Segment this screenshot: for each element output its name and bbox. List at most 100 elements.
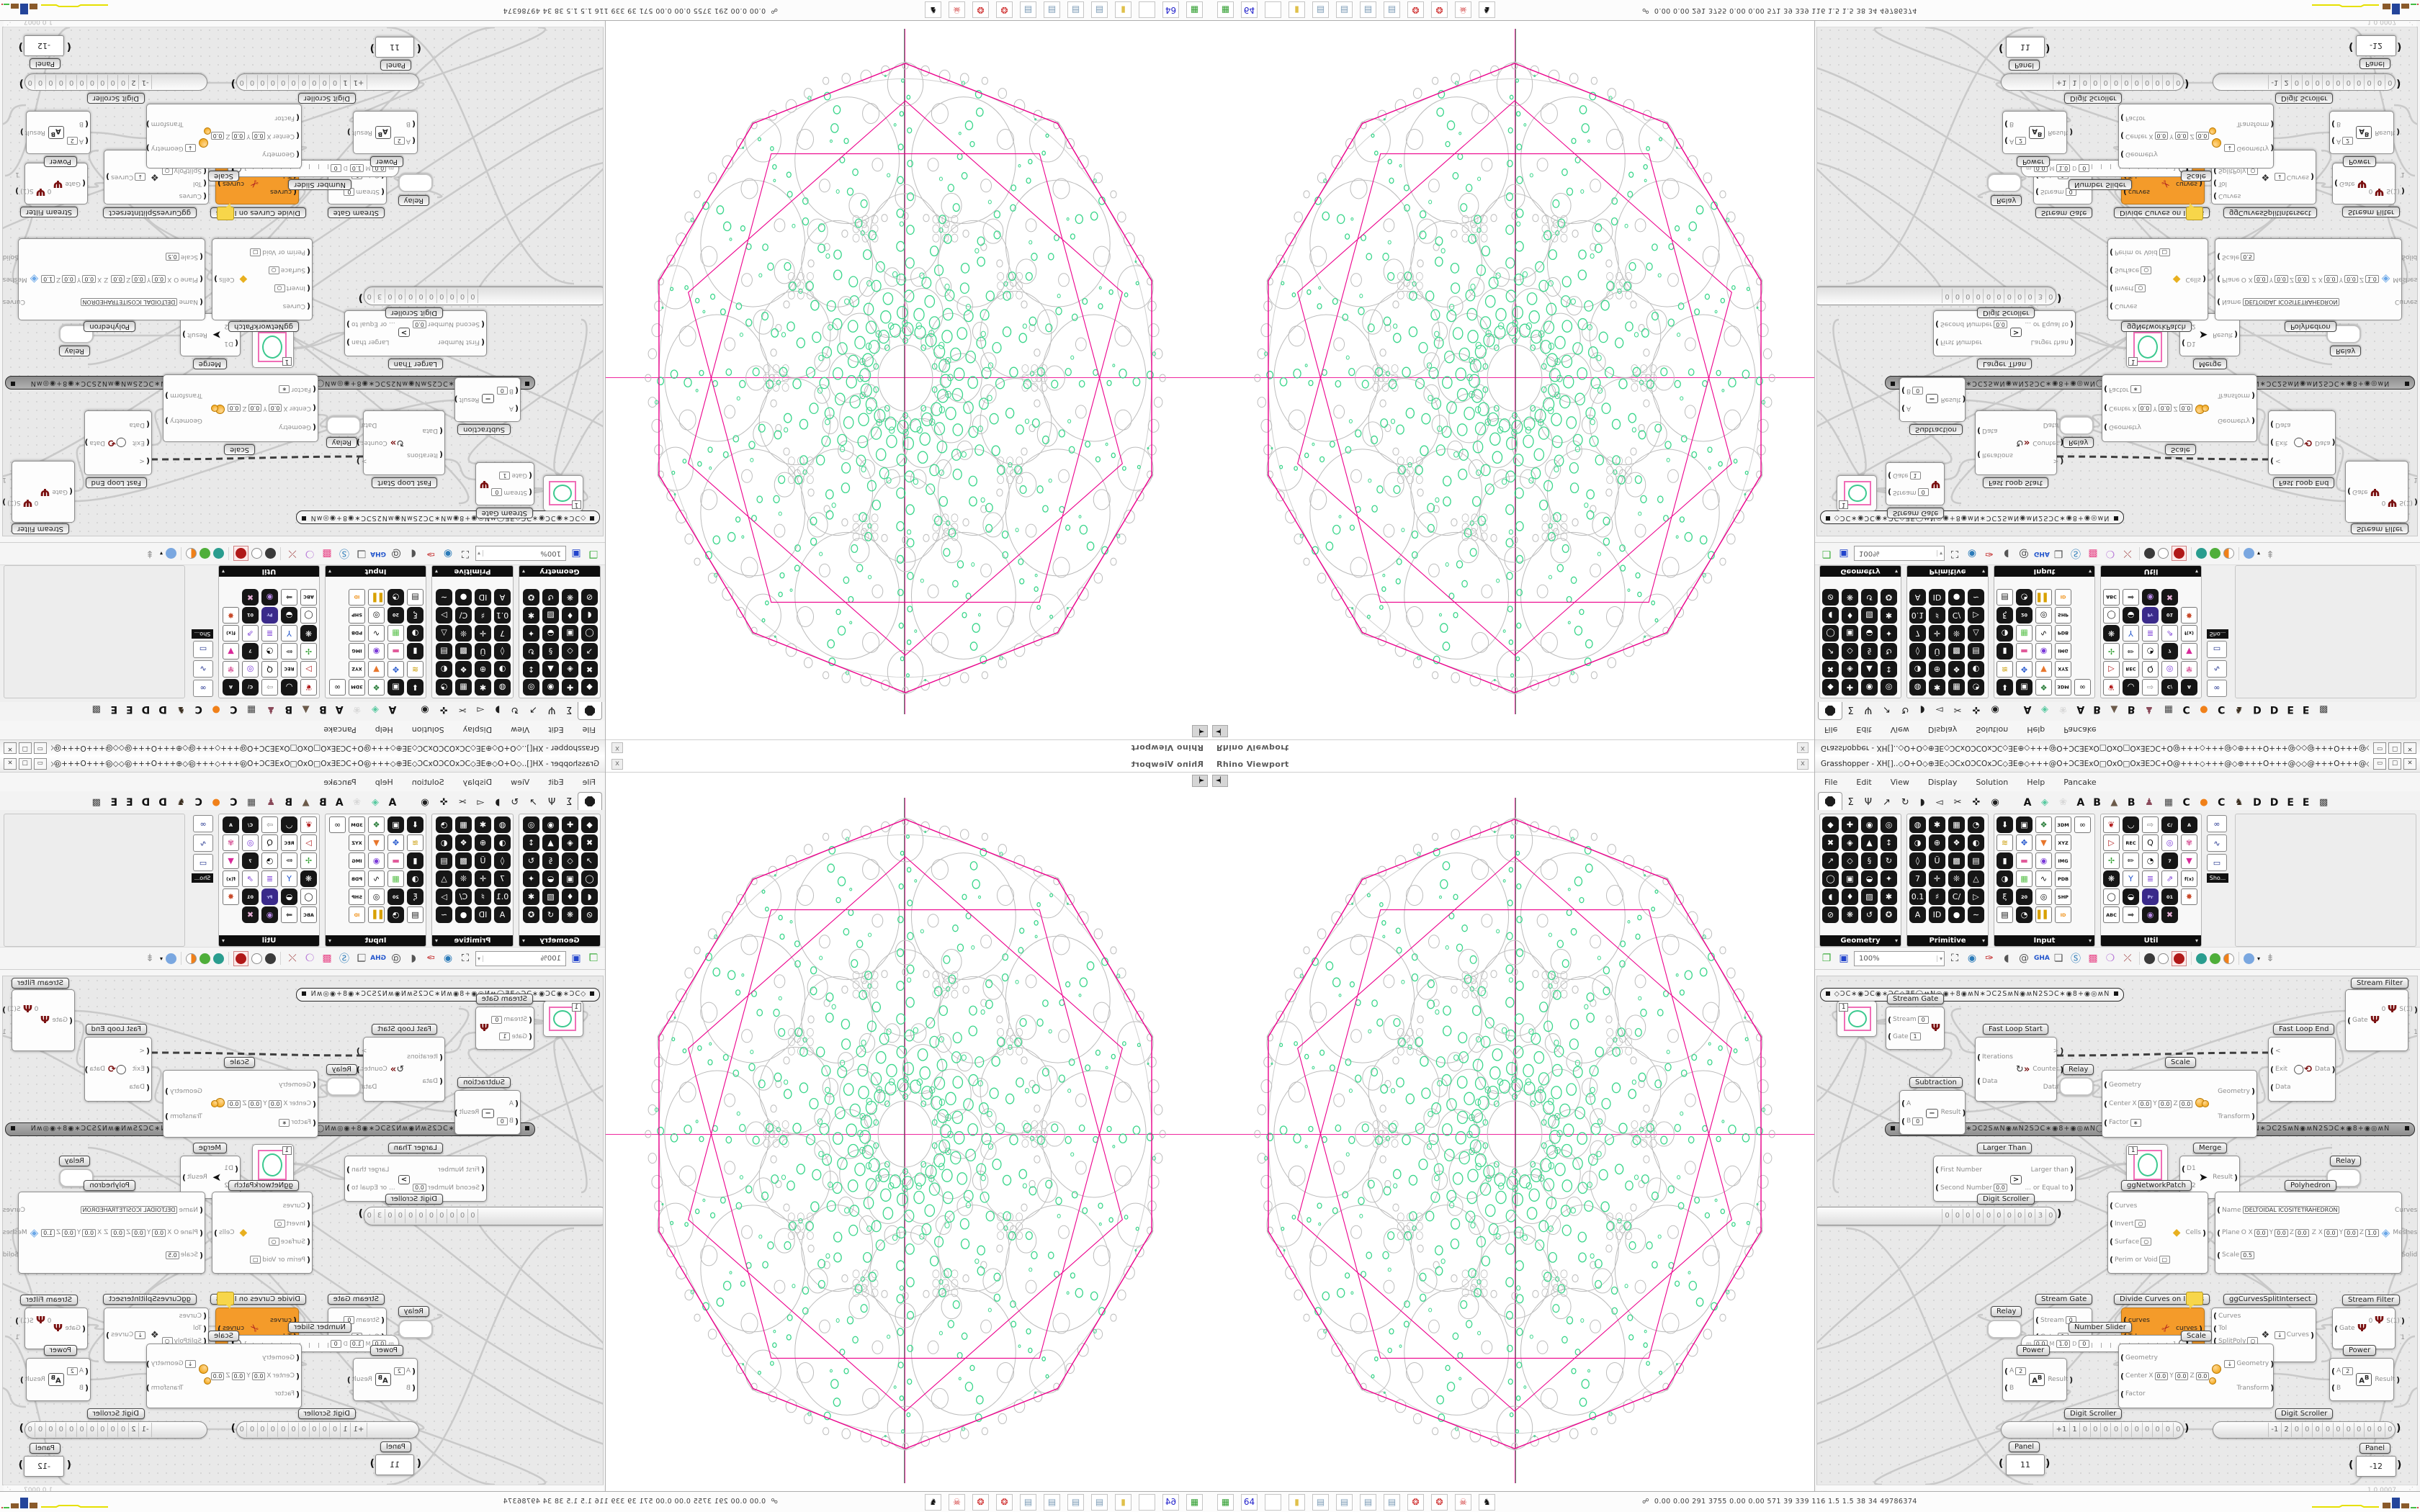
input-port[interactable]: (Name DELTOIDAL ICOSITETRAHEDRON <box>41 297 203 307</box>
display-mode-button-20[interactable] <box>2210 953 2220 964</box>
component-icon[interactable]: ✾ <box>2181 661 2197 678</box>
input-port[interactable]: ( <box>66 1459 71 1471</box>
digit-cell[interactable]: 0 <box>257 1423 269 1437</box>
value-chip[interactable]: 0.5 <box>2241 253 2254 261</box>
gh-node-power-1[interactable]: (A 2(B AB Result) <box>2002 1358 2073 1401</box>
component-icon[interactable]: ♯ <box>1929 888 1945 905</box>
input-port[interactable]: (Gate <box>65 1323 86 1333</box>
component-icon[interactable]: ◉ <box>2035 852 2052 869</box>
taskbar-app-icon-2[interactable] <box>1265 1494 1281 1511</box>
component-icon[interactable]: ID <box>475 589 491 606</box>
input-port[interactable]: (A 2 <box>393 136 416 145</box>
component-icon[interactable]: A <box>223 679 239 696</box>
gh-node-label-stream-filter-1[interactable]: Stream Filter <box>2351 523 2409 534</box>
panel-dropdown-icon[interactable]: ▾ <box>328 568 332 575</box>
component-icon[interactable]: ↕ <box>1881 661 1897 678</box>
tab-icon-8[interactable]: ◉ <box>421 704 429 715</box>
plugin-tab-2[interactable]: ❀ <box>2058 797 2067 808</box>
taskbar-app-icon-10[interactable]: ☠ <box>949 1 965 18</box>
taskbar-app-icon-8[interactable]: ❂ <box>996 1494 1013 1511</box>
digit-cell[interactable]: 0 <box>364 1209 375 1223</box>
component-icon[interactable]: REC <box>281 834 297 851</box>
gh-node-subtraction[interactable]: (A(B 0− Result) <box>454 1090 521 1135</box>
component-icon[interactable]: ◖ <box>581 607 598 624</box>
toolbar-button-13[interactable]: ⤫ <box>2123 548 2132 559</box>
display-mode-button-19[interactable] <box>213 953 224 964</box>
component-icon[interactable]: ✪ <box>523 589 539 606</box>
input-port[interactable]: (Second Number 0.0 <box>1935 320 2007 329</box>
digit-cell[interactable]: 0 <box>278 1423 289 1437</box>
gh-node-label-fast-loop-start[interactable]: Fast Loop Start <box>1983 1024 2048 1035</box>
value-chip[interactable]: 0.0 <box>231 1372 246 1380</box>
component-icon[interactable]: ⊘ <box>581 906 598 923</box>
digit-cell[interactable]: 0 <box>405 1209 416 1223</box>
digit-cell[interactable]: 0 <box>299 1423 310 1437</box>
output-port[interactable]: ) <box>2184 1423 2190 1434</box>
value-chip[interactable]: 0.0 <box>2179 404 2193 413</box>
component-icon[interactable]: ▷ <box>436 888 452 905</box>
resize-grip[interactable]: ⋰ <box>2406 1486 2414 1494</box>
plugin-tab-1[interactable]: ◈ <box>2040 797 2048 808</box>
component-icon[interactable]: 0.1 <box>494 607 511 624</box>
component-icon[interactable]: ▤ <box>1968 852 1984 869</box>
gh-node-label-digit-scroller-1[interactable]: Digit Scroller <box>385 307 443 318</box>
component-icon[interactable]: ◔ <box>436 816 452 833</box>
plugin-tab-1[interactable]: ◈ <box>372 704 380 715</box>
display-mode-button-17[interactable] <box>2174 548 2184 559</box>
value-chip[interactable]: 0.0 <box>132 275 145 284</box>
component-icon[interactable]: ↺ <box>542 589 559 606</box>
more-icon-2[interactable]: ▭ <box>193 641 213 658</box>
selected-display-mode[interactable] <box>2172 546 2187 562</box>
digit-cell[interactable]: 1 <box>340 1423 351 1437</box>
component-icon[interactable]: IMG <box>2055 852 2071 869</box>
component-icon[interactable]: Ü <box>475 643 491 660</box>
component-icon[interactable]: ⊕ <box>1929 661 1945 678</box>
toolbar-button-3[interactable]: ⛶ <box>1951 548 1958 559</box>
component-icon[interactable]: ▼ <box>223 643 239 660</box>
port-value[interactable]: ∗ <box>2130 385 2141 394</box>
plugin-tab-4[interactable]: B <box>319 797 327 809</box>
rhino-viewport[interactable]: Rhino Viewport x ◄▏ <box>606 21 1210 756</box>
port-value[interactable]: ↓ <box>135 173 146 181</box>
output-port[interactable]: Result) <box>2375 1374 2401 1385</box>
ribbon-panel-label[interactable]: Geometry ▾ <box>1820 566 1901 577</box>
component-icon[interactable]: 20 <box>387 888 404 905</box>
output-port[interactable]: Cells) <box>2185 274 2206 284</box>
gh-node-label-relay-3[interactable]: Relay <box>2330 346 2362 356</box>
component-icon[interactable]: ✏ <box>2123 852 2139 869</box>
value-chip[interactable]: 1.0 <box>41 275 55 284</box>
digit-cell[interactable]: 0 <box>2045 1209 2056 1223</box>
component-icon[interactable]: ➡ <box>281 589 297 606</box>
output-port[interactable]: Transform) <box>165 1112 202 1121</box>
output-port[interactable]: ... or Equal to) <box>346 320 395 329</box>
component-icon[interactable]: ◉ <box>2142 589 2159 606</box>
value-chip[interactable]: 0.0 <box>2195 132 2210 140</box>
ribbon-panel-label[interactable]: Util ▾ <box>219 566 319 577</box>
component-icon[interactable]: A <box>2181 816 2197 833</box>
input-port[interactable]: (Scale 0.5 <box>41 1251 203 1260</box>
gh-node-stream-gate-1[interactable]: (Stream 0(Gate 1 Ψ <box>1886 1007 1945 1050</box>
component-icon[interactable]: ◑ <box>494 661 511 678</box>
display-mode-button-20[interactable] <box>200 953 210 964</box>
component-icon[interactable]: ◉ <box>261 906 278 923</box>
component-icon[interactable]: ▲ <box>542 834 559 851</box>
gh-node-digit-scroller-2[interactable]: +1 1 0 0 0 0 0 0 0 0 0 0 <box>2001 73 2184 91</box>
viewport-close-button[interactable]: x <box>611 742 623 754</box>
component-icon[interactable]: PDB <box>349 625 365 642</box>
gh-node-subtraction[interactable]: (A(B 0− Result) <box>1899 377 1966 422</box>
output-port[interactable]: 1 <box>2 1029 6 1036</box>
gh-node-fast-loop-start[interactable]: (Iterations(Data↻»>)Counter)Data) <box>357 1037 445 1102</box>
gh-node-digit-scroller-2[interactable]: +1 1 0 0 0 0 0 0 0 0 0 0 <box>2001 1421 2184 1439</box>
gh-node-label-power-2[interactable]: Power <box>43 1345 77 1356</box>
component-icon[interactable]: ▬ <box>2016 643 2033 660</box>
panel-dropdown-icon[interactable]: ▾ <box>1894 937 1898 944</box>
value-chip[interactable]: 0.0 <box>2195 1372 2210 1380</box>
value-chip[interactable]: 0.0 <box>2254 275 2268 284</box>
component-icon[interactable]: ↻ <box>1881 852 1897 869</box>
plugin-tab-11[interactable]: C <box>2218 797 2226 809</box>
viewport-dock-button[interactable]: ◄▏ <box>1192 775 1208 787</box>
menu-solution[interactable]: Solution <box>411 725 444 735</box>
input-port[interactable]: (Iterations <box>407 450 443 460</box>
menu-solution[interactable]: Solution <box>1976 725 2009 735</box>
